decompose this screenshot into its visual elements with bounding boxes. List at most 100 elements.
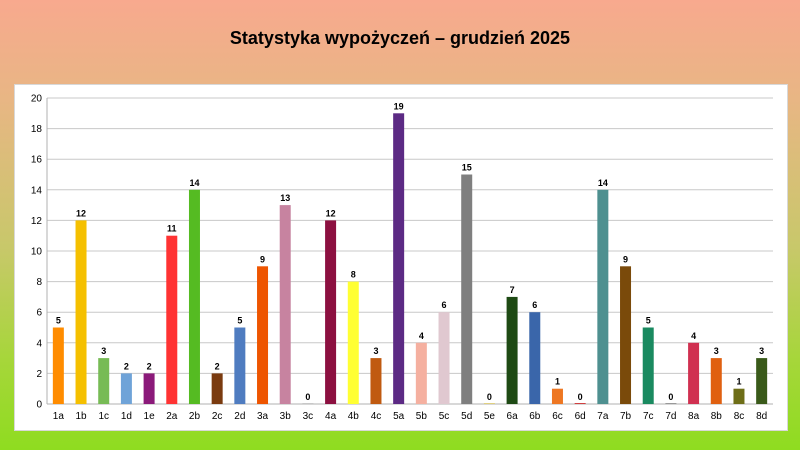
data-label-7b: 9 — [623, 254, 628, 264]
data-label-7a: 14 — [598, 178, 608, 188]
data-label-8c: 1 — [736, 377, 741, 387]
x-tick-label-5b: 5b — [416, 411, 428, 422]
x-tick-label-2a: 2a — [166, 411, 178, 422]
bar-4b — [347, 281, 359, 404]
bar-2c — [211, 373, 223, 404]
bar-7a — [597, 189, 609, 404]
data-label-2d: 5 — [237, 316, 242, 326]
data-label-1a: 5 — [56, 316, 61, 326]
x-tick-label-4b: 4b — [348, 411, 360, 422]
bar-3a — [257, 266, 269, 404]
data-label-2a: 11 — [167, 224, 177, 234]
x-tick-label-7d: 7d — [665, 411, 676, 422]
data-label-8a: 4 — [691, 331, 696, 341]
bar-5c — [438, 312, 450, 404]
x-tick-label-6b: 6b — [529, 411, 541, 422]
data-label-1e: 2 — [147, 361, 152, 371]
y-tick-label: 16 — [31, 155, 43, 166]
y-tick-label: 8 — [36, 277, 42, 288]
data-label-4a: 12 — [326, 208, 336, 218]
bar-5b — [415, 342, 427, 404]
x-tick-label-7a: 7a — [597, 411, 609, 422]
x-tick-label-4a: 4a — [325, 411, 337, 422]
bar-6a — [506, 296, 518, 404]
x-tick-label-7c: 7c — [643, 411, 654, 422]
bar-7b — [620, 266, 632, 404]
y-tick-label: 12 — [31, 216, 43, 227]
y-tick-label: 6 — [36, 308, 42, 319]
bar-6c — [551, 388, 563, 404]
bar-chart: 0246810121416182051a121b31c21d21e112a142… — [31, 94, 773, 422]
bar-2a — [166, 235, 178, 404]
x-tick-label-5c: 5c — [439, 411, 450, 422]
y-tick-label: 2 — [36, 369, 42, 380]
bar-1a — [52, 327, 64, 404]
data-label-1c: 3 — [101, 346, 106, 356]
x-tick-label-1a: 1a — [53, 411, 65, 422]
bar-4c — [370, 358, 382, 404]
bar-5a — [393, 113, 405, 405]
x-tick-label-5e: 5e — [484, 411, 496, 422]
bar-3c — [302, 403, 314, 404]
y-tick-label: 18 — [31, 124, 43, 135]
x-tick-label-1d: 1d — [121, 411, 132, 422]
bar-6b — [529, 312, 541, 404]
y-tick-label: 4 — [36, 338, 42, 349]
bar-2b — [188, 189, 200, 404]
data-label-2c: 2 — [215, 361, 220, 371]
x-tick-label-1b: 1b — [75, 411, 87, 422]
data-label-6a: 7 — [510, 285, 515, 295]
x-tick-label-4c: 4c — [371, 411, 382, 422]
x-tick-label-6c: 6c — [552, 411, 563, 422]
bar-7c — [642, 327, 654, 404]
x-tick-label-1e: 1e — [144, 411, 156, 422]
bar-8a — [688, 342, 700, 404]
chart-title: Statystyka wypożyczeń – grudzień 2025 — [229, 28, 571, 48]
data-label-5d: 15 — [462, 163, 472, 173]
data-label-6b: 6 — [532, 300, 537, 310]
y-tick-label: 10 — [31, 247, 43, 258]
data-label-8b: 3 — [714, 346, 719, 356]
data-label-1d: 2 — [124, 361, 129, 371]
data-label-3a: 9 — [260, 254, 265, 264]
bar-8b — [710, 358, 722, 404]
data-label-5c: 6 — [442, 300, 447, 310]
x-tick-label-3b: 3b — [280, 411, 292, 422]
bar-3b — [279, 205, 291, 404]
x-tick-label-5d: 5d — [461, 411, 472, 422]
data-label-4b: 8 — [351, 270, 356, 280]
data-label-6d: 0 — [578, 392, 583, 402]
bar-1b — [75, 220, 87, 404]
x-tick-label-1c: 1c — [98, 411, 109, 422]
data-label-2b: 14 — [189, 178, 199, 188]
data-label-7c: 5 — [646, 316, 651, 326]
y-tick-label: 0 — [36, 400, 42, 411]
x-tick-label-7b: 7b — [620, 411, 632, 422]
bar-6d — [574, 403, 586, 404]
x-tick-label-3a: 3a — [257, 411, 269, 422]
x-tick-label-3c: 3c — [303, 411, 314, 422]
data-label-8d: 3 — [759, 346, 764, 356]
y-tick-label: 14 — [31, 185, 43, 196]
x-tick-label-8a: 8a — [688, 411, 700, 422]
data-label-6c: 1 — [555, 377, 560, 387]
x-tick-label-8c: 8c — [734, 411, 745, 422]
data-label-4c: 3 — [373, 346, 378, 356]
bar-5e — [483, 403, 495, 404]
bar-1e — [143, 373, 155, 404]
bar-5d — [461, 174, 473, 404]
bar-8d — [756, 358, 768, 404]
bar-8c — [733, 388, 745, 404]
x-tick-label-2d: 2d — [234, 411, 245, 422]
bar-1c — [98, 358, 110, 404]
data-label-1b: 12 — [76, 208, 86, 218]
data-label-3b: 13 — [280, 193, 290, 203]
x-tick-label-8d: 8d — [756, 411, 767, 422]
bar-1d — [120, 373, 132, 404]
y-tick-label: 20 — [31, 94, 43, 105]
x-tick-label-6a: 6a — [507, 411, 519, 422]
chart-panel: 0 2 4 6 8 10 12 14 16 18 20 5 1a 12 1b 3 1c 2 1d 2 1e 11 2a 14 2… — [14, 84, 788, 431]
data-label-7d: 0 — [668, 392, 673, 402]
data-label-5e: 0 — [487, 392, 492, 402]
x-tick-label-2c: 2c — [212, 411, 223, 422]
